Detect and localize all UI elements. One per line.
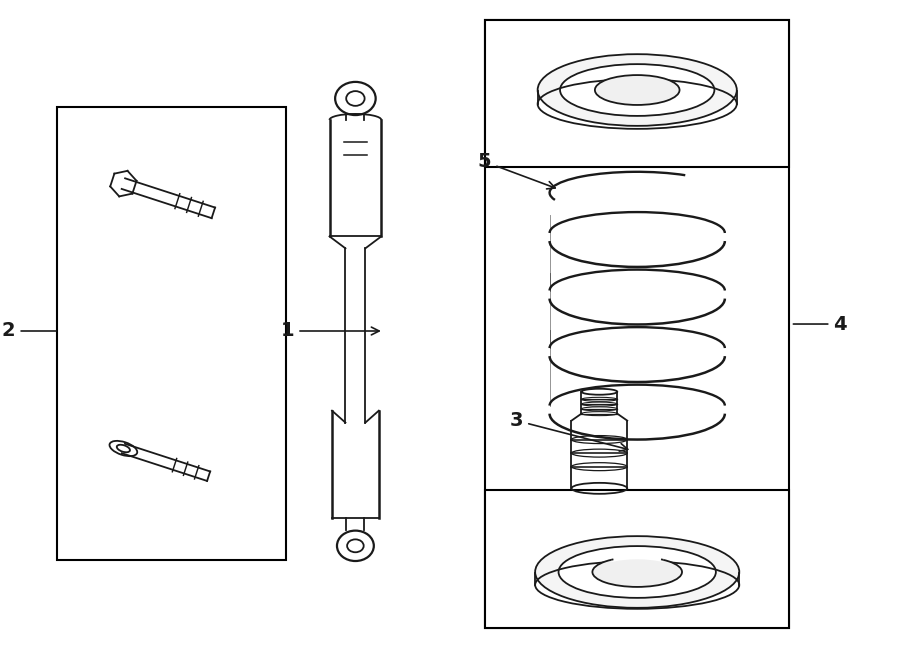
Text: 5: 5 (478, 152, 555, 189)
Bar (57, 107, 285, 560)
Ellipse shape (592, 557, 682, 587)
Ellipse shape (559, 546, 716, 598)
Bar (485, 490, 788, 628)
Bar (485, 20, 788, 628)
Ellipse shape (595, 75, 680, 105)
Text: 4: 4 (793, 315, 847, 334)
Text: 3: 3 (509, 411, 627, 451)
Text: 1: 1 (281, 321, 379, 340)
Bar (485, 20, 788, 167)
Text: 2: 2 (2, 321, 56, 340)
Ellipse shape (536, 536, 739, 608)
Ellipse shape (560, 64, 715, 116)
Ellipse shape (537, 54, 737, 126)
